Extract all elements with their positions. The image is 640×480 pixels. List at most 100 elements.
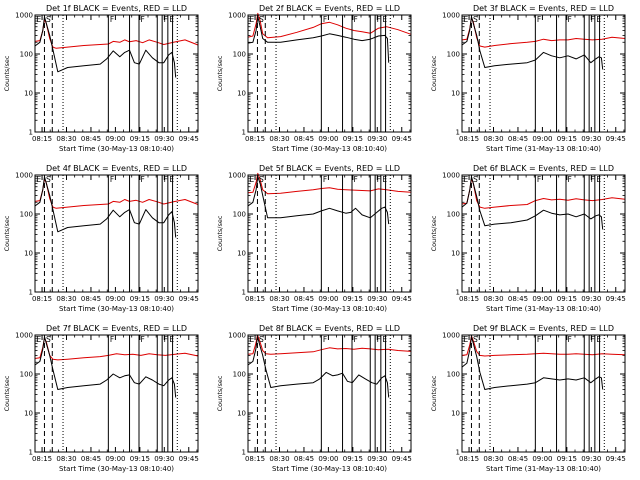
panel-title: Det 8f BLACK = Events, RED = LLD	[259, 324, 400, 333]
marker-label: E	[37, 15, 42, 24]
x-tick-label: 09:15	[343, 295, 363, 303]
plot-frame	[461, 174, 626, 293]
x-axis-label: Start Time (30-May-13 08:10:40)	[59, 145, 174, 153]
y-tick-label: 100	[447, 371, 460, 379]
y-tick-label: 100	[20, 371, 33, 379]
x-tick-label: 09:45	[392, 135, 412, 143]
marker-label: E	[596, 15, 601, 24]
x-tick-label: 09:30	[154, 135, 174, 143]
x-tick-label: 08:30	[483, 135, 503, 143]
marker-label: F	[110, 15, 114, 24]
y-tick-label: 10	[24, 250, 33, 258]
chart-panel-7: Det 7f BLACK = Events, RED = LLD Start Ti…	[3, 324, 199, 473]
x-tick-label: 08:30	[269, 135, 289, 143]
chart-panel-1: Det 1f BLACK = Events, RED = LLD Start Ti…	[3, 4, 199, 153]
y-tick-label: 1	[29, 449, 33, 457]
x-axis-label: Start Time (30-May-13 08:10:40)	[272, 465, 387, 473]
x-tick-label: 09:30	[367, 295, 387, 303]
marker-label: S	[473, 175, 478, 184]
y-tick-label: 1	[456, 129, 460, 137]
x-axis-label: Start Time (31-May-13 08:10:40)	[486, 465, 601, 473]
x-tick-label: 08:15	[245, 135, 265, 143]
marker-label: F	[567, 175, 571, 184]
chart-panel-4: Det 4f BLACK = Events, RED = LLD Start Ti…	[3, 164, 199, 313]
panel-title: Det 6f BLACK = Events, RED = LLD	[473, 164, 614, 173]
x-axis-label: Start Time (31-May-13 08:10:40)	[486, 305, 601, 313]
marker-label: F	[323, 175, 327, 184]
series-line-events	[34, 336, 177, 398]
y-tick-label: 10	[24, 90, 33, 98]
y-tick-label: 1	[29, 129, 33, 137]
x-tick-label: 08:15	[459, 455, 479, 463]
marker-label: F	[323, 335, 327, 344]
x-tick-label: 08:30	[56, 135, 76, 143]
y-tick-label: 1000	[15, 172, 33, 180]
x-tick-label: 08:45	[508, 295, 528, 303]
marker-label: S	[473, 15, 478, 24]
marker-label: F	[140, 15, 144, 24]
x-tick-label: 08:30	[269, 295, 289, 303]
x-tick-label: 09:15	[557, 295, 577, 303]
marker-label: E	[250, 335, 255, 344]
marker-label: E	[169, 335, 174, 344]
x-axis-label: Start Time (30-May-13 08:10:40)	[272, 305, 387, 313]
chart-panel-9: Det 9f BLACK = Events, RED = LLD Start Ti…	[430, 324, 626, 473]
x-tick-label: 09:30	[154, 295, 174, 303]
x-tick-label: 09:45	[392, 455, 412, 463]
y-tick-label: 1000	[228, 12, 246, 20]
y-axis-label: Counts/sec	[216, 55, 224, 91]
x-tick-label: 09:45	[606, 295, 626, 303]
plot-frame	[34, 174, 199, 293]
x-tick-label: 09:45	[392, 295, 412, 303]
y-tick-label: 1000	[15, 12, 33, 20]
series-line-events	[247, 336, 390, 398]
marker-label: S	[46, 175, 51, 184]
x-tick-label: 09:15	[343, 455, 363, 463]
marker-label: F	[353, 175, 357, 184]
x-tick-label: 09:15	[130, 455, 150, 463]
marker-label: F	[377, 15, 381, 24]
x-tick-label: 09:00	[105, 135, 125, 143]
marker-label: E	[382, 15, 387, 24]
y-tick-label: 10	[451, 250, 460, 258]
x-tick-label: 08:45	[508, 455, 528, 463]
marker-label: F	[537, 335, 541, 344]
x-tick-label: 08:30	[269, 455, 289, 463]
x-tick-label: 09:00	[532, 455, 552, 463]
marker-label: E	[382, 335, 387, 344]
x-tick-label: 08:45	[81, 135, 101, 143]
y-tick-label: 1	[242, 289, 246, 297]
x-tick-label: 09:30	[367, 135, 387, 143]
y-axis-label: Counts/sec	[216, 375, 224, 411]
marker-label: E	[250, 175, 255, 184]
marker-label: F	[164, 335, 168, 344]
marker-label: E	[37, 175, 42, 184]
x-tick-label: 09:15	[130, 295, 150, 303]
y-tick-label: 1000	[442, 172, 460, 180]
marker-label: F	[537, 15, 541, 24]
series-line-events	[461, 176, 604, 230]
y-tick-label: 100	[20, 211, 33, 219]
y-tick-label: 1000	[442, 332, 460, 340]
x-tick-label: 09:30	[367, 455, 387, 463]
marker-label: F	[140, 175, 144, 184]
x-tick-label: 09:00	[318, 295, 338, 303]
series-line-events	[461, 16, 604, 70]
panel-title: Det 4f BLACK = Events, RED = LLD	[46, 164, 187, 173]
series-line-events	[34, 176, 177, 238]
marker-label: E	[169, 15, 174, 24]
x-tick-label: 08:15	[32, 455, 52, 463]
marker-label: E	[464, 15, 469, 24]
marker-label: E	[596, 175, 601, 184]
panel-title: Det 9f BLACK = Events, RED = LLD	[473, 324, 614, 333]
marker-label: E	[464, 335, 469, 344]
series-line-lld	[247, 334, 412, 355]
y-tick-label: 1000	[228, 172, 246, 180]
y-axis-label: Counts/sec	[430, 375, 438, 411]
x-tick-label: 09:45	[179, 455, 199, 463]
chart-panel-3: Det 3f BLACK = Events, RED = LLD Start Ti…	[430, 4, 626, 153]
x-axis-label: Start Time (31-May-13 08:10:40)	[486, 145, 601, 153]
y-tick-label: 1000	[15, 332, 33, 340]
y-tick-label: 10	[24, 410, 33, 418]
x-tick-label: 09:30	[581, 135, 601, 143]
